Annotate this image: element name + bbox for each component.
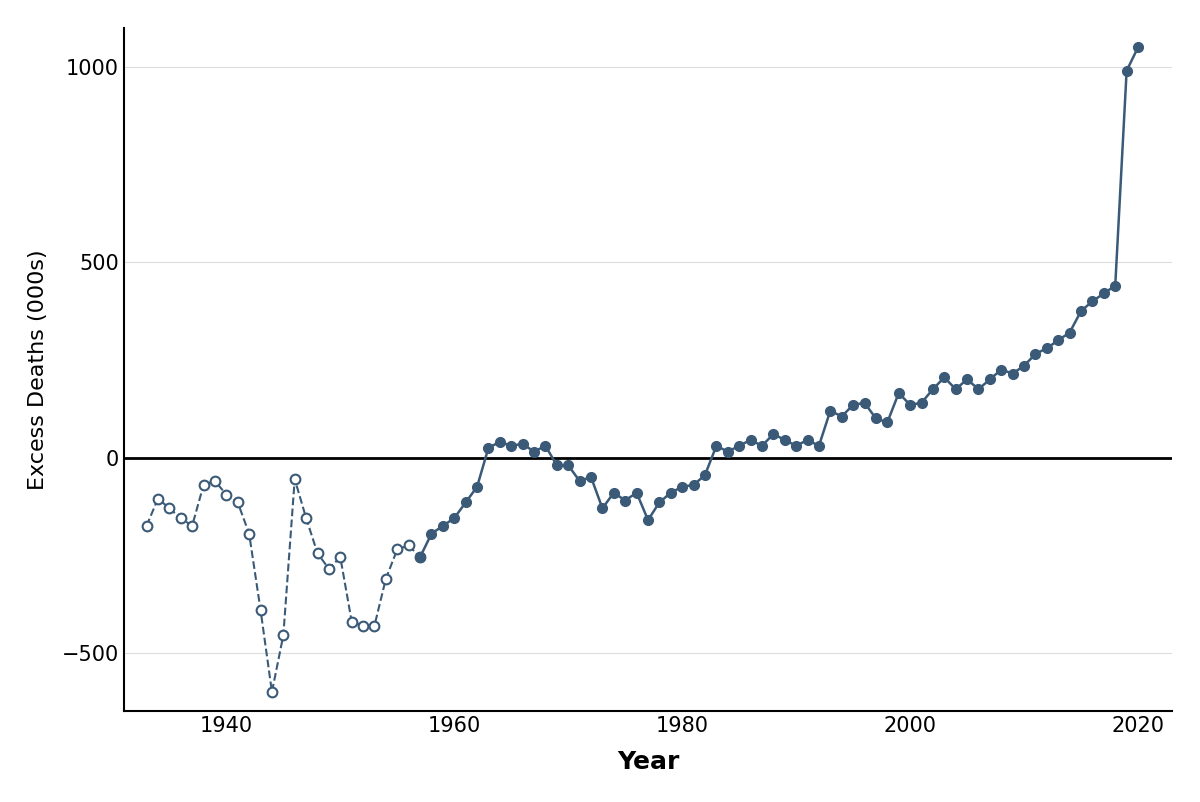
Y-axis label: Excess Deaths (000s): Excess Deaths (000s) xyxy=(28,249,48,490)
X-axis label: Year: Year xyxy=(617,750,679,774)
